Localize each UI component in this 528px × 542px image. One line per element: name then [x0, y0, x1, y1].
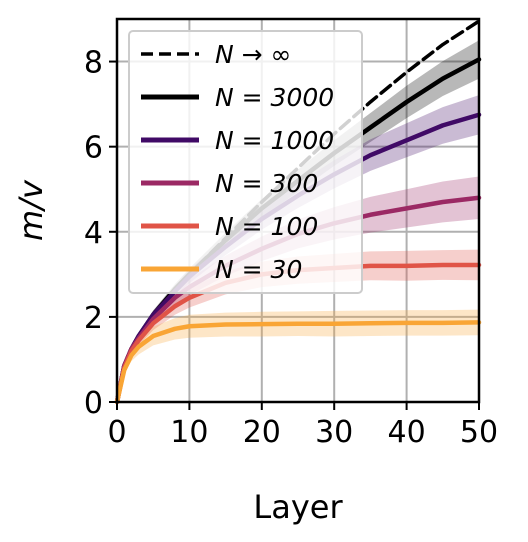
plot-frame: [115, 17, 481, 404]
legend-label: N = 300: [215, 169, 318, 198]
y-tick-label: 4: [84, 216, 103, 251]
series-line-N30: [114, 320, 482, 405]
legend: N → ∞ N = 3000 N = 1000 N = 300 N = 100 N = 3…: [128, 30, 363, 294]
x-tick-label: 40: [388, 415, 426, 450]
y-tick-label: 6: [84, 131, 103, 166]
legend-label: N = 100: [215, 212, 318, 241]
x-tick-label: 10: [170, 415, 208, 450]
legend-label: N = 30: [215, 255, 302, 284]
x-axis-label: Layer: [253, 488, 343, 526]
legend-label: N = 1000: [215, 126, 334, 155]
x-tick-label: 20: [243, 415, 281, 450]
y-tick-label: 2: [84, 301, 103, 336]
x-tick-label: 30: [315, 415, 353, 450]
y-tick-label: 0: [84, 386, 103, 421]
band-N30: [117, 309, 479, 402]
axis-ticks: 0 10 20 30 40 50 0 2 4 6 8: [84, 46, 498, 450]
y-axis-label: m/v: [12, 179, 50, 241]
x-tick-label: 0: [107, 415, 126, 450]
legend-label: N = 3000: [215, 83, 334, 112]
legend-box: [128, 30, 363, 294]
legend-label: N → ∞: [215, 40, 291, 69]
y-tick-label: 8: [84, 46, 103, 81]
x-tick-label: 50: [460, 415, 498, 450]
